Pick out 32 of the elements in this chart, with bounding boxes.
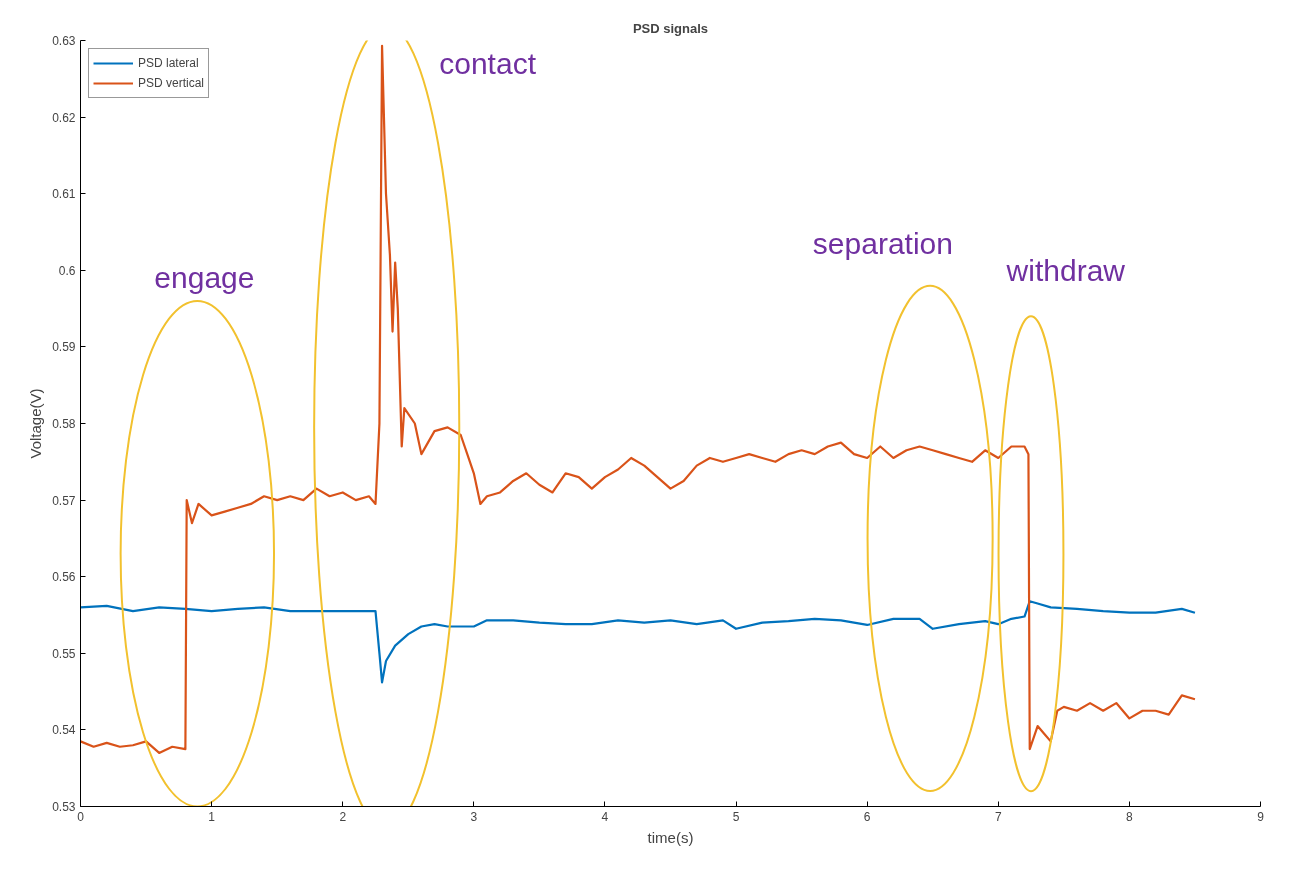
line-series: [80, 44, 1197, 754]
x-tick-label: 5: [732, 809, 740, 824]
x-tick-label: 8: [1126, 809, 1134, 824]
x-axis-title: time(s): [647, 828, 694, 846]
y-axis-title: Voltage(V): [27, 388, 45, 459]
x-tick-label: 2: [339, 809, 347, 824]
y-tick-label: 0.6: [58, 263, 76, 278]
y-tick-label: 0.53: [52, 800, 76, 814]
x-tick-label: 3: [470, 809, 478, 824]
annotation: contact: [439, 46, 537, 80]
y-tick-label: 0.54: [52, 723, 76, 738]
x-tick-label: 1: [208, 809, 216, 824]
legend-label: PSD vertical: [138, 76, 205, 90]
y-tick-label: 0.57: [52, 493, 76, 508]
y-tick-label: 0.59: [52, 340, 76, 355]
y-tick-label: 0.62: [52, 110, 76, 125]
annotation: engage: [154, 261, 255, 295]
x-tick-label: 6: [863, 809, 871, 824]
annotation: withdraw: [1005, 253, 1126, 287]
y-tick-label: 0.56: [52, 570, 76, 585]
y-tick-label: 0.58: [52, 417, 76, 431]
annotation: separation: [812, 226, 953, 260]
y-tick-label: 0.63: [52, 34, 76, 48]
x-tick-label: 4: [601, 809, 609, 824]
x-tick-label: 7: [994, 809, 1002, 824]
line-series: [80, 600, 1197, 684]
x-tick-label: 9: [1257, 809, 1265, 824]
x-tick-label: 0: [77, 809, 85, 824]
legend-label: PSD lateral: [138, 56, 199, 70]
y-tick-label: 0.55: [52, 646, 76, 661]
y-tick-label: 0.61: [52, 187, 76, 202]
chart-title: PSD signals: [632, 20, 709, 36]
